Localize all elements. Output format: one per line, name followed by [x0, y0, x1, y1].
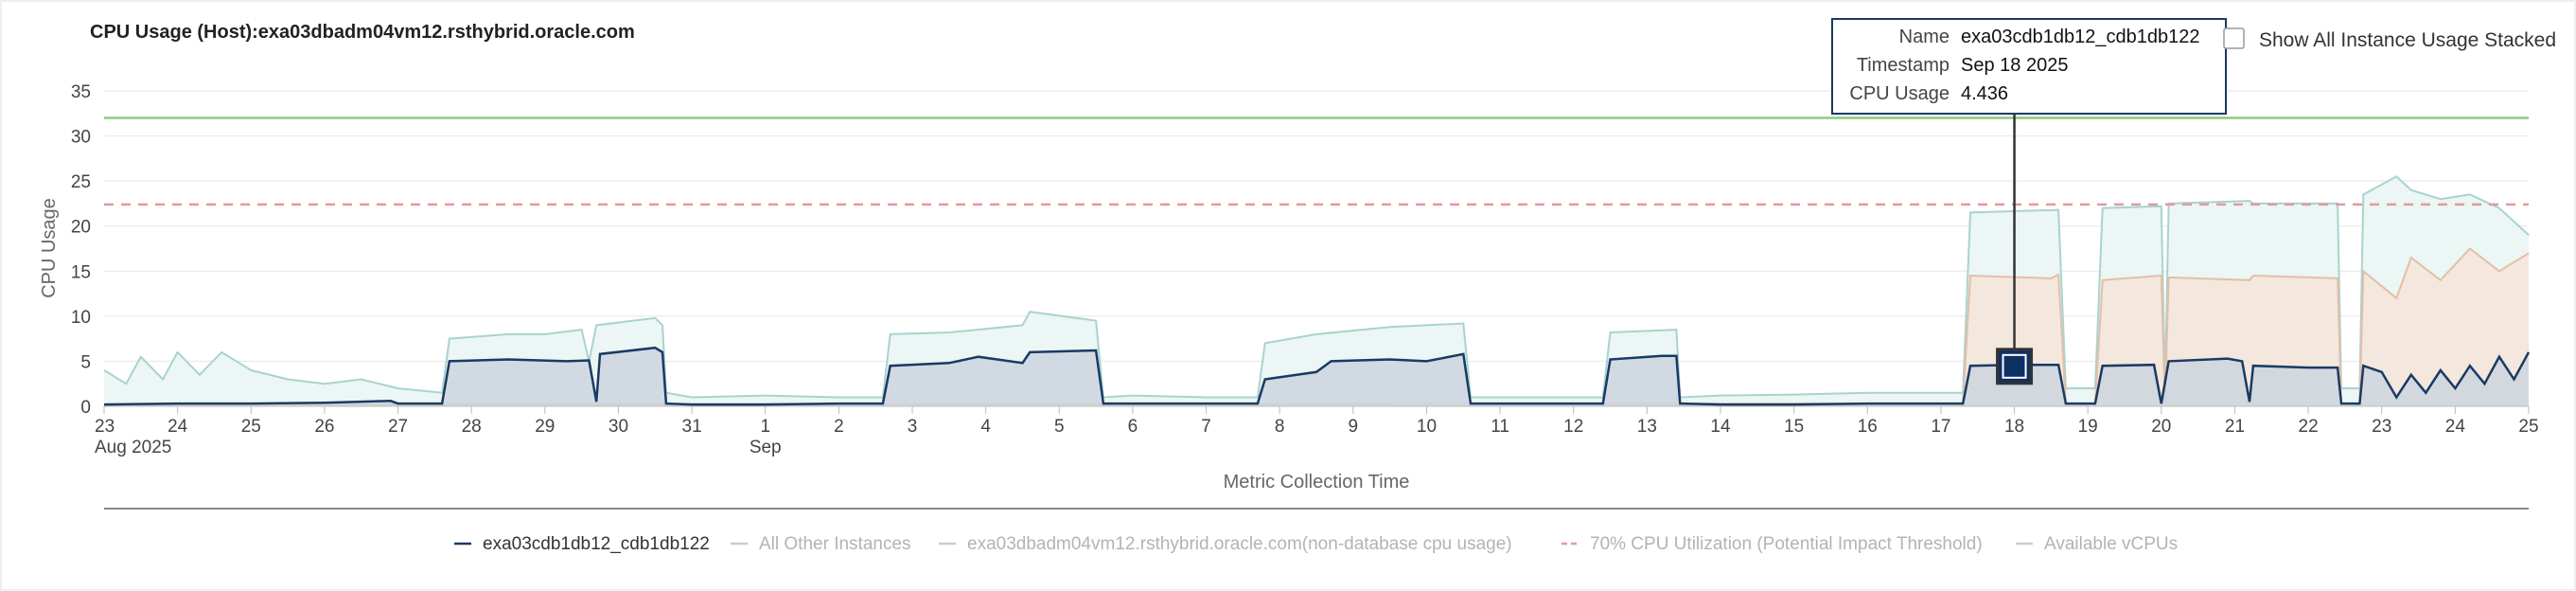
- tooltip-value-2: 4.436: [1961, 83, 2008, 104]
- x-tick-53: 22: [2299, 417, 2319, 437]
- series-line-1: [103, 247, 2530, 406]
- x-tick-51: 20: [2151, 417, 2171, 437]
- legend-label-1: All Other Instances: [759, 534, 911, 554]
- stack-checkbox-label[interactable]: Show All Instance Usage Stacked: [2259, 29, 2556, 51]
- x-axis-label: Metric Collection Time: [1224, 472, 1410, 492]
- x-tick-38: 7: [1201, 417, 1211, 437]
- y-axis-ticks: 0 5 10 15 20 25 30 35: [71, 82, 91, 418]
- series-line-0: [103, 175, 2530, 399]
- x-tick-41: 10: [1417, 417, 1437, 437]
- tooltip-box: [1831, 18, 2227, 115]
- series-area-2: [104, 348, 2529, 406]
- tooltip-key-1: Timestamp: [1857, 55, 1950, 76]
- legend-label-2: exa03dbadm04vm12.rsthybrid.oracle.com(no…: [967, 534, 1512, 554]
- tooltip-key-2: CPU Usage: [1849, 83, 1950, 104]
- legend-label-0: exa03cdb1db12_cdb1db122: [483, 534, 710, 554]
- x-tick-24: 24: [168, 417, 188, 437]
- x-tick-35: 4: [980, 417, 991, 437]
- threshold-lines: [104, 116, 2529, 206]
- x-tick-50: 19: [2078, 417, 2098, 437]
- y-tick-30: 30: [71, 128, 91, 148]
- tooltip-key-0: Name: [1899, 27, 1950, 47]
- x-tick-40: 9: [1349, 417, 1359, 437]
- chart-title: CPU Usage (Host):exa03dbadm04vm12.rsthyb…: [90, 22, 635, 43]
- tooltip-marker-inner: [2002, 353, 2027, 379]
- stack-checkbox-control[interactable]: Show All Instance Usage Stacked: [2223, 27, 2556, 51]
- x-tick-42: 11: [1491, 417, 1509, 437]
- x-tick-31: 31: [682, 417, 702, 437]
- x-tick-29: 29: [535, 417, 555, 437]
- x-tick-46: 15: [1784, 417, 1804, 437]
- chart-legend: exa03cdb1db12_cdb1db122 All Other Instanc…: [454, 534, 2178, 554]
- y-tick-15: 15: [71, 262, 91, 282]
- x-tick-25: 25: [241, 417, 261, 437]
- y-tick-35: 35: [71, 82, 91, 102]
- y-tick-5: 5: [80, 352, 91, 372]
- x-tick-26: 26: [314, 417, 334, 437]
- x-tick-43: 12: [1563, 417, 1583, 437]
- x-tick-28: 28: [462, 417, 482, 437]
- legend-label-3: 70% CPU Utilization (Potential Impact Th…: [1590, 534, 1983, 554]
- y-axis-label: CPU Usage: [39, 198, 60, 298]
- chart-tooltip: Name exa03cdb1db12_cdb1db122 Timestamp Sep …: [1831, 18, 2227, 385]
- x-tick-52: 21: [2225, 417, 2245, 437]
- x-tick-33: 2: [834, 417, 844, 437]
- tooltip-value-0: exa03cdb1db12_cdb1db122: [1961, 27, 2199, 47]
- x-tick-30: 30: [609, 417, 628, 437]
- tooltip-value-1: Sep 18 2025: [1961, 55, 2068, 76]
- x-tick-39: 8: [1275, 417, 1285, 437]
- x-tick-55: 24: [2445, 417, 2466, 437]
- x-tick-54: 23: [2372, 417, 2391, 437]
- x-tick-37: 6: [1128, 417, 1138, 437]
- x-tick-44: 13: [1637, 417, 1657, 437]
- x-tick-sub-23: Aug 2025: [95, 438, 171, 457]
- x-tick-49: 18: [2004, 417, 2024, 437]
- x-tick-45: 14: [1710, 417, 1731, 437]
- y-tick-25: 25: [71, 172, 91, 192]
- x-tick-56: 25: [2518, 417, 2538, 437]
- legend-label-4: Available vCPUs: [2044, 534, 2178, 554]
- series-line-2: [103, 346, 2531, 406]
- stack-checkbox[interactable]: [2223, 27, 2245, 49]
- x-tick-34: 3: [908, 417, 918, 437]
- y-tick-10: 10: [71, 308, 91, 328]
- x-tick-47: 16: [1858, 417, 1878, 437]
- y-tick-20: 20: [71, 218, 91, 238]
- x-tick-23: 23: [95, 417, 115, 437]
- x-tick-48: 17: [1931, 417, 1950, 437]
- series-areas: [103, 175, 2531, 406]
- x-tick-sub-32: Sep: [750, 438, 782, 457]
- x-tick-32: 1: [760, 417, 770, 437]
- x-tick-36: 5: [1054, 417, 1065, 437]
- y-tick-0: 0: [80, 398, 91, 418]
- x-tick-27: 27: [388, 417, 408, 437]
